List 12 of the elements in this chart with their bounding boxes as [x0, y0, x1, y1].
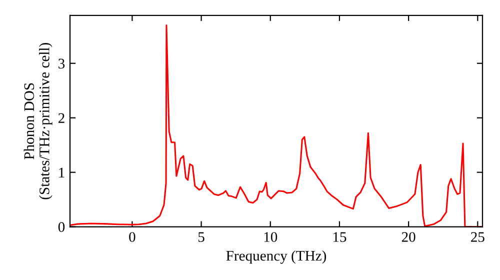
x-tick-label: 5	[198, 232, 204, 242]
x-tick-label: 10	[264, 232, 278, 242]
x-tick-label: 25	[471, 232, 484, 242]
y-tick-label: 0	[58, 222, 65, 232]
y-tick-label: 3	[58, 58, 65, 69]
x-tick-label: 15	[333, 232, 346, 242]
y-tick-label: 2	[58, 113, 64, 123]
x-axis-title: Frequency (THz)	[226, 250, 326, 264]
y-axis-title: Phonon DOS (States/THz·primitive cell)	[24, 42, 52, 200]
x-tick-label: 20	[402, 232, 416, 242]
x-tick-label: 0	[129, 232, 136, 242]
y-tick-label: 1	[59, 168, 64, 178]
